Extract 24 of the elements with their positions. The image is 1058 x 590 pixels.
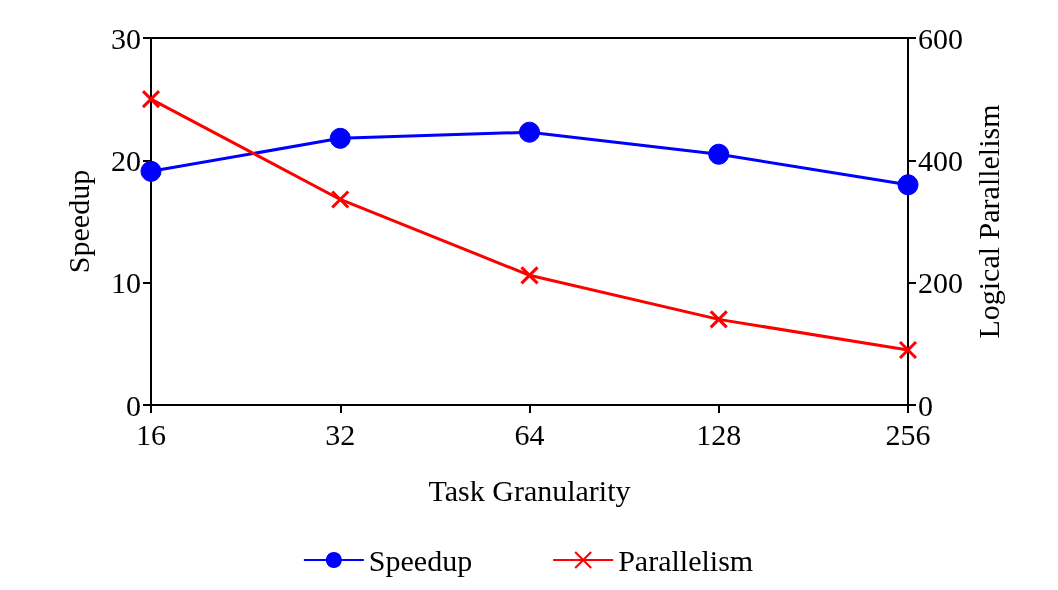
point bbox=[520, 265, 539, 285]
point bbox=[897, 174, 919, 196]
y2-tick-label: 400 bbox=[918, 143, 963, 177]
y-tick-label: 10 bbox=[111, 266, 141, 300]
point bbox=[709, 309, 729, 329]
point bbox=[330, 189, 350, 209]
y2-tick-label: 200 bbox=[918, 266, 963, 300]
y-tick-label: 30 bbox=[111, 21, 141, 55]
legend-label: Parallelism bbox=[618, 543, 754, 577]
point bbox=[898, 340, 918, 360]
point bbox=[519, 121, 540, 143]
y-tick-label: 20 bbox=[111, 143, 141, 177]
legend-label: Speedup bbox=[368, 543, 473, 577]
x-tick-label: 64 bbox=[514, 417, 545, 451]
y-axis-title: Speedup bbox=[61, 169, 95, 274]
y2-tick-label: 600 bbox=[918, 21, 963, 55]
x-axis-title: Task Granularity bbox=[428, 473, 631, 507]
x-tick-label: 128 bbox=[696, 417, 742, 451]
y2-axis-title: Logical Parallelism bbox=[972, 104, 1006, 339]
point bbox=[329, 127, 351, 149]
point bbox=[140, 160, 162, 182]
x-tick-label: 32 bbox=[325, 417, 356, 451]
point bbox=[141, 89, 161, 109]
point bbox=[708, 143, 730, 165]
